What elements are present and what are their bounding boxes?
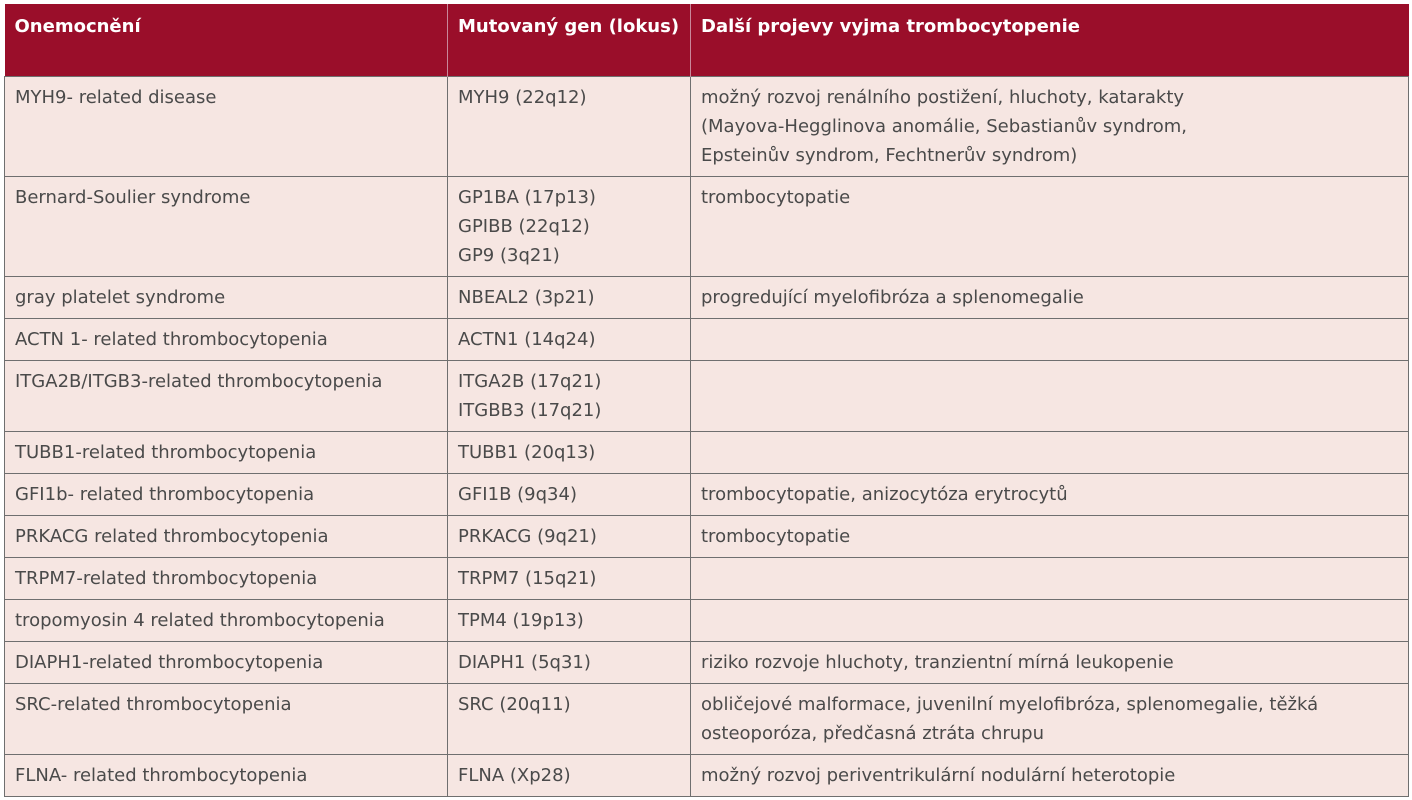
cell-manifestations: obličejové malformace, juvenilní myelofi…	[690, 682, 1409, 755]
disease-name: MYH9- related disease	[15, 86, 217, 108]
cell-gene-locus: GFI1B (9q34)	[447, 472, 691, 516]
manifestation-line: Epsteinův syndrom, Fechtnerův syndrom)	[701, 144, 1078, 166]
cell-gene-locus: ACTN1 (14q24)	[447, 317, 691, 361]
disease-name: tropomyosin 4 related thrombocytopenia	[15, 609, 385, 631]
cell-disease: FLNA- related thrombocytopenia	[4, 753, 448, 797]
table-row: TRPM7-related thrombocytopenia TRPM7 (15q…	[4, 556, 1409, 600]
table-row: FLNA- related thrombocytopenia FLNA (Xp28…	[4, 753, 1409, 797]
disease-name: ACTN 1- related thrombocytopenia	[15, 328, 328, 350]
table-row: TUBB1-related thrombocytopenia TUBB1 (20q…	[4, 430, 1409, 474]
gene-locus: GP1BA (17p13)	[458, 186, 596, 208]
cell-disease: SRC-related thrombocytopenia	[4, 682, 448, 755]
cell-manifestations	[690, 556, 1409, 600]
disease-name: PRKACG related thrombocytopenia	[15, 525, 329, 547]
cell-disease: TRPM7-related thrombocytopenia	[4, 556, 448, 600]
table-row: gray platelet syndrome NBEAL2 (3p21) progr…	[4, 275, 1409, 319]
disease-name: SRC-related thrombocytopenia	[15, 693, 292, 715]
cell-manifestations: trombocytopatie, anizocytóza erytrocytů	[690, 472, 1409, 516]
disease-name: ITGA2B/ITGB3-related thrombocytopenia	[15, 370, 383, 392]
disease-name: TRPM7-related thrombocytopenia	[15, 567, 318, 589]
gene-locus: TPM4 (19p13)	[458, 609, 584, 631]
table-row: ACTN 1- related thrombocytopenia ACTN1 (1…	[4, 317, 1409, 361]
gene-locus: FLNA (Xp28)	[458, 764, 571, 786]
cell-disease: ACTN 1- related thrombocytopenia	[4, 317, 448, 361]
disease-name: TUBB1-related thrombocytopenia	[15, 441, 317, 463]
gene-locus: NBEAL2 (3p21)	[458, 286, 595, 308]
table-row: MYH9- related disease MYH9 (22q12) možný r…	[4, 75, 1409, 177]
cell-disease: ITGA2B/ITGB3-related thrombocytopenia	[4, 359, 448, 432]
cell-gene-locus: TUBB1 (20q13)	[447, 430, 691, 474]
table-row: SRC-related thrombocytopenia SRC (20q11) o…	[4, 682, 1409, 755]
header-disease: Onemocnění	[4, 4, 448, 76]
cell-disease: DIAPH1-related thrombocytopenia	[4, 640, 448, 684]
manifestation-line: obličejové malformace, juvenilní myelofi…	[701, 693, 1319, 715]
table-row: DIAPH1-related thrombocytopenia DIAPH1 (5…	[4, 640, 1409, 684]
manifestation-line: osteoporóza, předčasná ztráta chrupu	[701, 722, 1045, 744]
cell-disease: PRKACG related thrombocytopenia	[4, 514, 448, 558]
cell-manifestations: trombocytopatie	[690, 175, 1409, 277]
manifestation-line: progredující myelofibróza a splenomegali…	[701, 286, 1084, 308]
cell-manifestations	[690, 598, 1409, 642]
cell-disease: Bernard-Soulier syndrome	[4, 175, 448, 277]
cell-manifestations	[690, 430, 1409, 474]
cell-disease: tropomyosin 4 related thrombocytopenia	[4, 598, 448, 642]
manifestation-line: trombocytopatie, anizocytóza erytrocytů	[701, 483, 1068, 505]
table-row: PRKACG related thrombocytopenia PRKACG (9…	[4, 514, 1409, 558]
cell-gene-locus: GP1BA (17p13) GPIBB (22q12) GP9 (3q21)	[447, 175, 691, 277]
table-row: GFI1b- related thrombocytopenia GFI1B (9q…	[4, 472, 1409, 516]
header-manifestations: Další projevy vyjma trombocytopenie	[690, 4, 1409, 76]
gene-locus: PRKACG (9q21)	[458, 525, 597, 547]
cell-gene-locus: TRPM7 (15q21)	[447, 556, 691, 600]
gene-locus: GPIBB (22q12)	[458, 215, 590, 237]
cell-manifestations: možný rozvoj periventrikulární nodulární…	[690, 753, 1409, 797]
disease-name: GFI1b- related thrombocytopenia	[15, 483, 315, 505]
cell-gene-locus: FLNA (Xp28)	[447, 753, 691, 797]
cell-manifestations: progredující myelofibróza a splenomegali…	[690, 275, 1409, 319]
gene-locus: GFI1B (9q34)	[458, 483, 577, 505]
header-row: Onemocnění Mutovaný gen (lokus) Další pr…	[4, 4, 1409, 76]
manifestation-line: trombocytopatie	[701, 525, 851, 547]
gene-locus: GP9 (3q21)	[458, 244, 560, 266]
manifestation-line: (Mayova-Hegglinova anomálie, Sebastianův…	[701, 115, 1187, 137]
table-row: Bernard-Soulier syndrome GP1BA (17p13) GPI…	[4, 175, 1409, 277]
gene-locus: MYH9 (22q12)	[458, 86, 587, 108]
gene-locus: ITGBB3 (17q21)	[458, 399, 602, 421]
disease-name: Bernard-Soulier syndrome	[15, 186, 251, 208]
cell-gene-locus: MYH9 (22q12)	[447, 75, 691, 177]
manifestation-line: možný rozvoj renálního postižení, hlucho…	[701, 86, 1185, 108]
cell-manifestations: trombocytopatie	[690, 514, 1409, 558]
cell-gene-locus: TPM4 (19p13)	[447, 598, 691, 642]
gene-locus: ACTN1 (14q24)	[458, 328, 596, 350]
cell-gene-locus: SRC (20q11)	[447, 682, 691, 755]
cell-disease: GFI1b- related thrombocytopenia	[4, 472, 448, 516]
cell-manifestations	[690, 317, 1409, 361]
disease-name: DIAPH1-related thrombocytopenia	[15, 651, 324, 673]
genetic-thrombocytopenia-table: Onemocnění Mutovaný gen (lokus) Další pr…	[4, 4, 1409, 797]
gene-locus: TRPM7 (15q21)	[458, 567, 597, 589]
table-row: tropomyosin 4 related thrombocytopenia TP…	[4, 598, 1409, 642]
gene-locus: TUBB1 (20q13)	[458, 441, 596, 463]
cell-gene-locus: ITGA2B (17q21) ITGBB3 (17q21)	[447, 359, 691, 432]
manifestation-line: trombocytopatie	[701, 186, 851, 208]
header-gene-locus: Mutovaný gen (lokus)	[447, 4, 691, 76]
gene-locus: DIAPH1 (5q31)	[458, 651, 591, 673]
cell-gene-locus: PRKACG (9q21)	[447, 514, 691, 558]
gene-locus: ITGA2B (17q21)	[458, 370, 602, 392]
cell-gene-locus: DIAPH1 (5q31)	[447, 640, 691, 684]
cell-manifestations	[690, 359, 1409, 432]
table-row: ITGA2B/ITGB3-related thrombocytopenia ITG…	[4, 359, 1409, 432]
disease-name: FLNA- related thrombocytopenia	[15, 764, 308, 786]
manifestation-line: riziko rozvoje hluchoty, tranzientní mír…	[701, 651, 1174, 673]
cell-disease: gray platelet syndrome	[4, 275, 448, 319]
disease-name: gray platelet syndrome	[15, 286, 226, 308]
cell-disease: MYH9- related disease	[4, 75, 448, 177]
cell-manifestations: riziko rozvoje hluchoty, tranzientní mír…	[690, 640, 1409, 684]
cell-gene-locus: NBEAL2 (3p21)	[447, 275, 691, 319]
cell-disease: TUBB1-related thrombocytopenia	[4, 430, 448, 474]
cell-manifestations: možný rozvoj renálního postižení, hlucho…	[690, 75, 1409, 177]
manifestation-line: možný rozvoj periventrikulární nodulární…	[701, 764, 1176, 786]
gene-locus: SRC (20q11)	[458, 693, 571, 715]
